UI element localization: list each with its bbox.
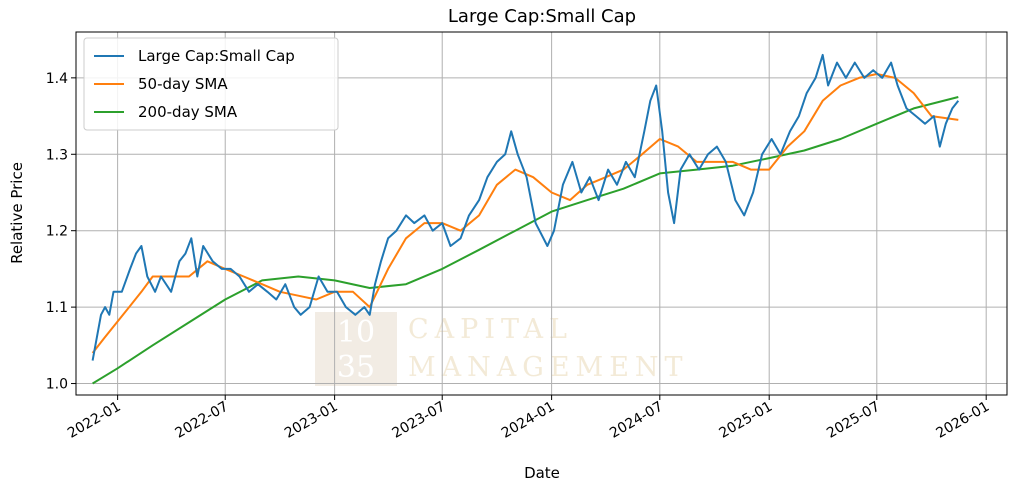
y-tick-label: 1.2 xyxy=(46,224,68,240)
x-tick-label: 2025-01 xyxy=(717,399,776,442)
watermark-number-top: 10 xyxy=(337,315,375,350)
x-tick-label: 2023-01 xyxy=(282,399,341,442)
x-axis-title: Date xyxy=(524,464,560,482)
x-tick-label: 2024-01 xyxy=(499,399,558,442)
watermark-number-bottom: 35 xyxy=(337,350,375,385)
legend-label: Large Cap:Small Cap xyxy=(138,47,295,65)
watermark-line1: CAPITAL xyxy=(408,314,573,345)
y-axis-title: Relative Price xyxy=(8,162,26,264)
legend: Large Cap:Small Cap 50-day SMA 200-day SMA xyxy=(83,37,339,131)
x-tick-label: 2022-01 xyxy=(65,399,124,442)
y-tick-label: 1.1 xyxy=(46,300,68,316)
y-tick-label: 1.3 xyxy=(46,147,68,163)
watermark-logo-box xyxy=(315,312,397,386)
chart-title: Large Cap:Small Cap xyxy=(448,6,636,27)
y-tick-label: 1.4 xyxy=(46,71,68,87)
watermark: 10 35 CAPITAL MANAGEMENT xyxy=(315,312,689,386)
legend-frame xyxy=(83,37,339,131)
x-tick-label: 2022-07 xyxy=(173,399,232,442)
x-tick-label: 2026-01 xyxy=(934,399,993,442)
y-tick-label: 1.0 xyxy=(46,377,68,393)
x-tick-label: 2023-07 xyxy=(390,399,449,442)
series-line-0 xyxy=(91,53,960,361)
plot-area-frame xyxy=(75,31,1008,396)
series-line-2 xyxy=(92,96,959,385)
legend-label: 200-day SMA xyxy=(138,103,238,121)
watermark-line2: MANAGEMENT xyxy=(408,352,689,383)
x-tick-label: 2025-07 xyxy=(824,399,883,442)
x-tick-label: 2024-07 xyxy=(607,399,666,442)
legend-label: 50-day SMA xyxy=(138,75,228,93)
series-lines xyxy=(91,53,960,385)
